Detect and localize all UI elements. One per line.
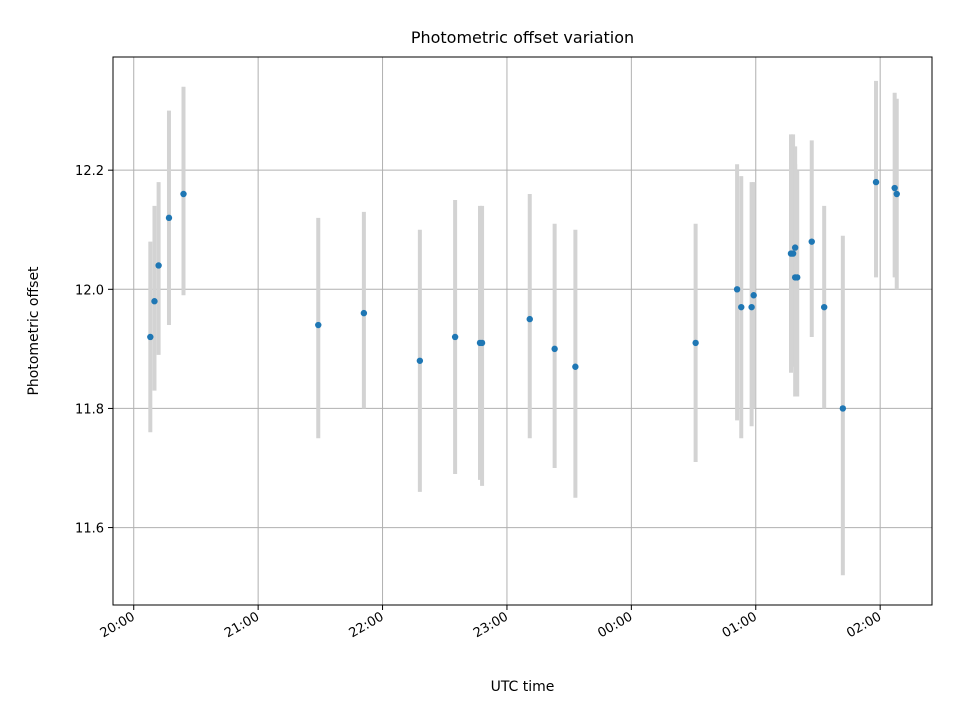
- y-tick-label: 11.6: [75, 522, 104, 537]
- data-point: [794, 274, 801, 281]
- data-point: [692, 339, 699, 347]
- chart-title: Photometric offset variation: [411, 28, 634, 47]
- data-point: [750, 292, 757, 299]
- data-point: [478, 339, 486, 347]
- data-point: [151, 298, 158, 305]
- x-axis-label: UTC time: [491, 679, 555, 695]
- data-point: [155, 262, 162, 269]
- data-point: [808, 238, 815, 245]
- data-point: [551, 345, 558, 353]
- data-point: [165, 214, 173, 222]
- data-point: [733, 286, 741, 293]
- y-tick-label: 11.8: [75, 402, 104, 417]
- data-point: [526, 315, 533, 323]
- data-point: [738, 303, 745, 311]
- data-point: [791, 244, 799, 251]
- data-point: [872, 178, 880, 186]
- y-tick-label: 12.0: [75, 283, 104, 298]
- y-tick-label: 12.2: [75, 164, 104, 179]
- data-point: [891, 184, 898, 192]
- data-point: [315, 321, 322, 329]
- data-point: [451, 333, 459, 341]
- data-point: [180, 190, 187, 198]
- data-points: [147, 178, 900, 412]
- plot-frame: [112, 56, 933, 606]
- data-point: [416, 357, 424, 364]
- data-point: [147, 333, 154, 341]
- data-point: [820, 303, 828, 311]
- data-point: [893, 190, 900, 198]
- data-point: [789, 250, 797, 257]
- data-point: [572, 363, 579, 370]
- data-point: [360, 309, 368, 317]
- y-axis-ticks: 11.6 11.8 12.0 12.2: [75, 164, 113, 537]
- data-point: [748, 303, 755, 311]
- y-axis-label: Photometric offset: [26, 266, 42, 396]
- data-point: [839, 405, 847, 412]
